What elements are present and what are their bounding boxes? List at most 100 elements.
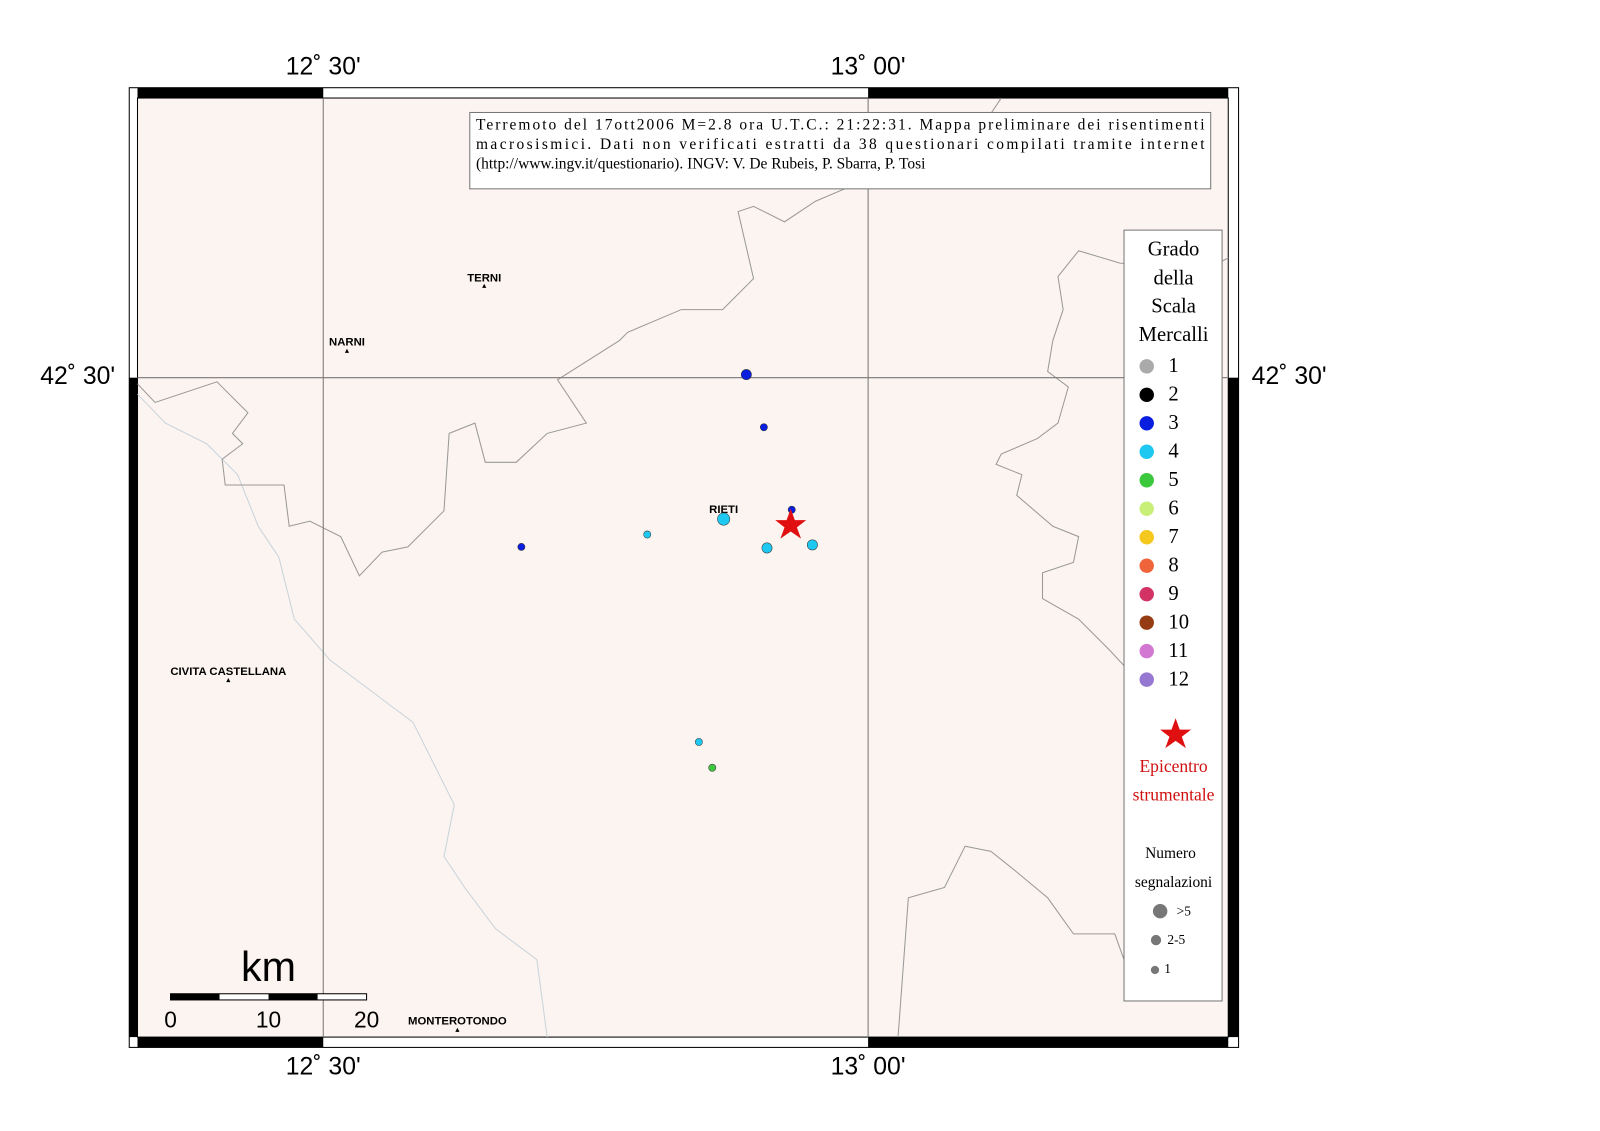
place-label: MONTEROTONDO	[408, 1016, 507, 1028]
legend-count-title: Numero segnalazioni	[1135, 845, 1212, 891]
place-marker	[226, 677, 231, 683]
count-label: 1	[1164, 961, 1171, 976]
grade-swatch	[1139, 387, 1154, 403]
info-line: Terremoto del 17ott2006 M=2.8 ora U.T.C.…	[476, 116, 1205, 133]
frame-bar	[868, 87, 1229, 99]
epicenter-label: Epicentro	[1139, 756, 1207, 776]
grade-swatch	[1139, 530, 1154, 545]
grade-swatch	[1139, 586, 1154, 602]
info-line: (http://www.ingv.it/questionario). INGV:…	[476, 156, 926, 173]
grade-label: 8	[1168, 554, 1178, 576]
count-label: >5	[1177, 903, 1192, 918]
frame-bar	[137, 87, 324, 99]
count-symbol	[1152, 903, 1168, 919]
grade-swatch	[1139, 672, 1154, 687]
grade-swatch	[1139, 473, 1154, 488]
scale-unit: km	[241, 944, 296, 990]
grade-swatch	[1139, 643, 1154, 659]
place-marker	[482, 283, 487, 288]
scale-ticks: 0 10 20	[164, 1007, 379, 1033]
scale-tick: 0	[164, 1007, 177, 1033]
intensity-point	[760, 423, 768, 432]
frame-bar	[129, 377, 138, 1038]
region-border	[897, 845, 1125, 1038]
boundaries	[137, 97, 1229, 1038]
region-border	[137, 97, 1002, 577]
count-title: Numero	[1145, 845, 1196, 862]
grade-label: 11	[1168, 640, 1188, 662]
legend-counts: >5 2-5 1	[1150, 903, 1192, 976]
grade-label: 10	[1168, 611, 1189, 633]
legend-title-line: Scala	[1151, 295, 1196, 317]
intensity-point	[517, 543, 526, 551]
grade-swatch	[1139, 359, 1154, 374]
info-line: macrosismici. Dati non verificati estrat…	[476, 136, 1205, 153]
grade-label: 3	[1168, 412, 1178, 434]
frame-bar	[868, 1037, 1229, 1048]
intensity-point	[806, 539, 818, 551]
region-border	[995, 250, 1229, 666]
river	[137, 393, 548, 1038]
graticule	[137, 98, 1229, 1038]
grade-label: 1	[1168, 355, 1178, 377]
lon-label: 12˚ 30'	[286, 54, 361, 81]
intensity-point	[643, 530, 652, 539]
place-label: RIETI	[709, 504, 738, 516]
legend-star	[1160, 718, 1192, 749]
place-marker	[344, 348, 350, 353]
legend-title: Grado della Scala Mercalli	[1139, 238, 1209, 346]
legend-title-line: Grado	[1148, 238, 1200, 260]
coordinate-labels: 12˚ 30' 13˚ 00' 12˚ 30' 13˚ 00' 42˚ 30' …	[40, 54, 1326, 1081]
legend-title-line: Mercalli	[1139, 324, 1209, 346]
grade-label: 7	[1168, 526, 1178, 548]
grade-label: 2	[1168, 384, 1178, 406]
grade-swatch	[1139, 558, 1154, 573]
frame-bars	[129, 87, 1239, 1048]
legend: Grado della Scala Mercalli Epicentro str…	[1133, 238, 1215, 976]
info-box	[469, 111, 1212, 190]
intensity-point	[761, 542, 773, 554]
grade-label: 4	[1168, 441, 1178, 463]
grade-swatch	[1139, 615, 1154, 630]
legend-epicenter: Epicentro strumentale	[1133, 756, 1215, 805]
grade-label: 9	[1168, 583, 1178, 605]
lat-label: 42˚ 30'	[1252, 363, 1327, 390]
count-label: 2-5	[1167, 932, 1185, 947]
legend-box	[1123, 229, 1223, 1002]
frame-bar	[1228, 377, 1239, 1038]
info-text: Terremoto del 17ott2006 M=2.8 ora U.T.C.…	[476, 116, 1205, 172]
intensity-point	[695, 738, 703, 746]
grade-swatch	[1139, 416, 1154, 431]
frame-bar	[137, 1037, 324, 1048]
count-title: segnalazioni	[1135, 874, 1212, 891]
count-symbol	[1150, 934, 1162, 946]
epicenter-label: strumentale	[1133, 785, 1215, 805]
lon-label: 13˚ 00'	[831, 54, 906, 81]
lon-label: 12˚ 30'	[286, 1054, 361, 1081]
grade-label: 5	[1168, 469, 1178, 491]
epicenter-star	[775, 508, 807, 539]
scale-bar: km 0 10 20	[164, 944, 379, 1033]
legend-title-line: della	[1154, 267, 1194, 289]
scale-tick: 20	[354, 1007, 379, 1033]
count-symbol	[1150, 965, 1160, 975]
scale-segment	[268, 993, 318, 1000]
places: TERNI NARNI RIETI CIVITA CASTELLANA MONT…	[170, 273, 738, 1032]
place-label: CIVITA CASTELLANA	[170, 666, 286, 678]
intensity-point	[740, 369, 752, 381]
intensity-point	[717, 512, 731, 526]
grade-label: 6	[1168, 498, 1178, 520]
place-label: NARNI	[329, 337, 365, 349]
place-label: TERNI	[467, 273, 501, 285]
lat-label: 42˚ 30'	[40, 363, 115, 390]
intensity-point	[708, 763, 717, 772]
scale-tick: 10	[256, 1007, 281, 1033]
grade-swatch	[1139, 444, 1154, 460]
grade-swatch	[1139, 501, 1154, 516]
scale-segment	[170, 993, 220, 1000]
grade-label: 12	[1168, 668, 1189, 690]
map-area	[136, 97, 1229, 1038]
